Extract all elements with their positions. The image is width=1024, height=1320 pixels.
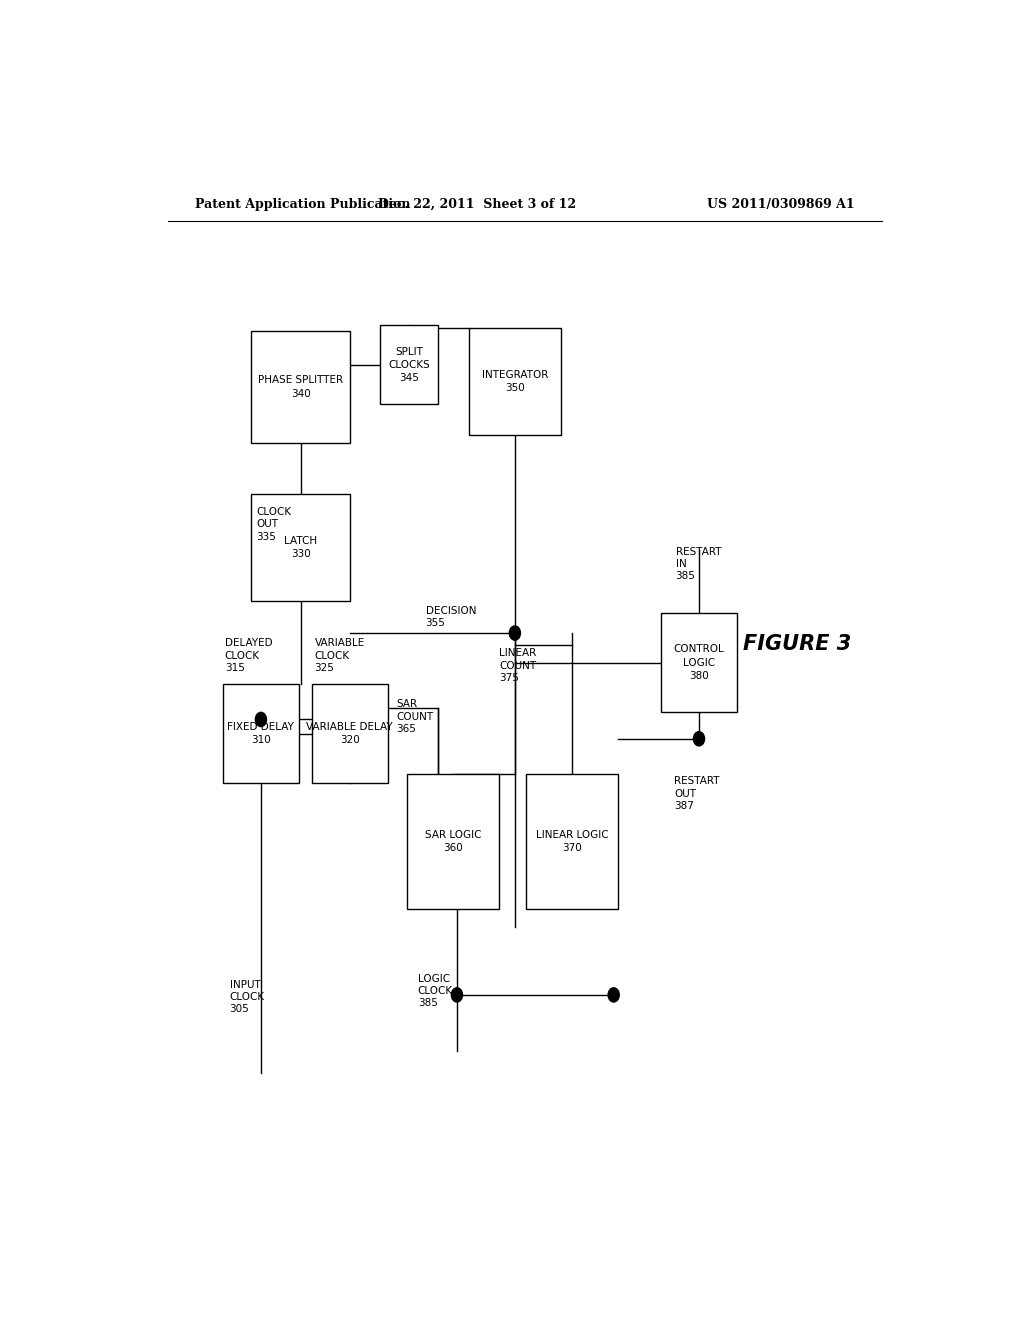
Text: LOGIC
CLOCK
385: LOGIC CLOCK 385 [418, 974, 453, 1008]
Text: RESTART
IN
385: RESTART IN 385 [676, 546, 721, 582]
Text: FIXED DELAY
310: FIXED DELAY 310 [227, 722, 294, 746]
Text: LATCH
330: LATCH 330 [284, 536, 317, 558]
Text: US 2011/0309869 A1: US 2011/0309869 A1 [707, 198, 854, 211]
Circle shape [509, 626, 520, 640]
Text: VARIABLE DELAY
320: VARIABLE DELAY 320 [306, 722, 393, 746]
Text: PHASE SPLITTER
340: PHASE SPLITTER 340 [258, 375, 343, 399]
Bar [662, 612, 736, 713]
Bar [223, 684, 299, 784]
Text: FIGURE 3: FIGURE 3 [743, 634, 851, 655]
Bar [251, 494, 350, 601]
Text: Patent Application Publication: Patent Application Publication [196, 198, 411, 211]
Bar [469, 329, 560, 434]
Circle shape [452, 987, 463, 1002]
Circle shape [255, 713, 266, 726]
Text: DECISION
355: DECISION 355 [426, 606, 476, 628]
Circle shape [608, 987, 620, 1002]
Text: CLOCK
OUT
335: CLOCK OUT 335 [257, 507, 292, 541]
Text: RESTART
OUT
387: RESTART OUT 387 [674, 776, 720, 812]
Bar [312, 684, 387, 784]
Text: SPLIT
CLOCKS
345: SPLIT CLOCKS 345 [388, 347, 430, 383]
Text: LINEAR LOGIC
370: LINEAR LOGIC 370 [536, 830, 608, 853]
Text: DELAYED
CLOCK
315: DELAYED CLOCK 315 [225, 638, 272, 673]
Text: SAR LOGIC
360: SAR LOGIC 360 [425, 830, 481, 853]
Circle shape [693, 731, 705, 746]
Bar [251, 331, 350, 444]
Text: LINEAR
COUNT
375: LINEAR COUNT 375 [500, 648, 537, 684]
Bar [408, 775, 499, 908]
Text: VARIABLE
CLOCK
325: VARIABLE CLOCK 325 [314, 638, 365, 673]
Text: SAR
COUNT
365: SAR COUNT 365 [396, 700, 433, 734]
Text: INTEGRATOR
350: INTEGRATOR 350 [481, 370, 548, 393]
Text: CONTROL
LOGIC
380: CONTROL LOGIC 380 [674, 644, 724, 681]
Text: Dec. 22, 2011  Sheet 3 of 12: Dec. 22, 2011 Sheet 3 of 12 [378, 198, 577, 211]
Bar [526, 775, 617, 908]
Bar [380, 325, 437, 404]
Text: INPUT
CLOCK
305: INPUT CLOCK 305 [229, 979, 265, 1015]
